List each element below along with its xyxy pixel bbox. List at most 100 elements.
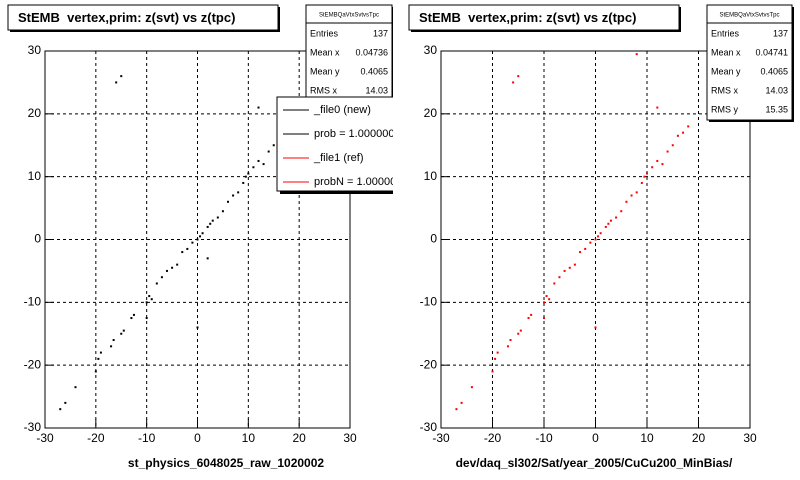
scatter-point bbox=[517, 332, 520, 335]
chart-title: StEMB vertex,prim: z(svt) vs z(tpc) bbox=[419, 10, 636, 25]
scatter-point bbox=[607, 222, 610, 225]
scatter-point bbox=[160, 276, 163, 279]
x-axis-label: st_physics_6048025_raw_1020002 bbox=[128, 456, 324, 470]
scatter-point bbox=[460, 401, 463, 404]
x-tick-label: -10 bbox=[138, 431, 156, 445]
scatter-point bbox=[237, 191, 240, 194]
stats-value: 137 bbox=[773, 28, 788, 38]
scatter-point bbox=[666, 150, 669, 153]
scatter-point bbox=[211, 219, 214, 222]
scatter-point bbox=[491, 370, 494, 373]
stats-value: 137 bbox=[373, 28, 388, 38]
scatter-point bbox=[97, 357, 100, 360]
scatter-point bbox=[656, 159, 659, 162]
scatter-point bbox=[59, 408, 62, 411]
x-tick-label: 30 bbox=[343, 431, 357, 445]
legend-box bbox=[276, 96, 393, 192]
stats-box bbox=[305, 4, 393, 99]
stats-value: 15.35 bbox=[765, 104, 788, 114]
y-tick-label: 10 bbox=[28, 169, 42, 183]
y-tick-label: -30 bbox=[420, 420, 438, 434]
stats-name: StEMBQaVtxSvtvsTpc bbox=[719, 13, 779, 19]
x-tick-label: -20 bbox=[484, 431, 502, 445]
scatter-point bbox=[132, 313, 135, 316]
scatter-point bbox=[630, 194, 633, 197]
scatter-point bbox=[186, 247, 189, 250]
scatter-point bbox=[509, 339, 512, 342]
scatter-point bbox=[247, 172, 250, 175]
x-tick-label: 30 bbox=[743, 431, 757, 445]
scatter-point bbox=[196, 326, 199, 329]
scatter-point bbox=[209, 222, 212, 225]
stats-label: Mean x bbox=[711, 47, 741, 57]
stats-value: 0.04736 bbox=[355, 47, 388, 57]
scatter-point bbox=[115, 81, 118, 84]
scatter-point bbox=[558, 276, 561, 279]
legend-label: _file1 (ref) bbox=[313, 152, 364, 164]
legend-label: prob = 1.000000 bbox=[314, 128, 394, 140]
x-tick-label: 10 bbox=[242, 431, 256, 445]
stats-value: 0.4065 bbox=[760, 66, 788, 76]
scatter-point bbox=[470, 386, 473, 389]
scatter-point bbox=[496, 351, 499, 354]
y-tick-label: 20 bbox=[28, 106, 42, 120]
scatter-point bbox=[615, 216, 618, 219]
stats-label: Mean y bbox=[310, 66, 340, 76]
x-tick-label: 0 bbox=[194, 431, 201, 445]
stats-label: Entries bbox=[711, 28, 740, 38]
scatter-point bbox=[594, 238, 597, 241]
scatter-point bbox=[122, 329, 125, 332]
stats-value: 14.03 bbox=[765, 85, 788, 95]
scatter-point bbox=[494, 357, 497, 360]
stats-label: Mean x bbox=[310, 47, 340, 57]
scatter-point bbox=[548, 298, 551, 301]
x-tick-label: -30 bbox=[432, 431, 450, 445]
scatter-point bbox=[589, 241, 592, 244]
scatter-point bbox=[530, 313, 533, 316]
scatter-point bbox=[150, 298, 153, 301]
scatter-point bbox=[196, 238, 199, 241]
scatter-point bbox=[130, 317, 133, 320]
scatter-point bbox=[594, 326, 597, 329]
stats-label: Mean y bbox=[711, 66, 741, 76]
scatter-point bbox=[609, 219, 612, 222]
legend-label: _file0 (new) bbox=[313, 104, 371, 116]
y-tick-label: -30 bbox=[24, 420, 42, 434]
legend-label: probN = 1.000000 bbox=[314, 176, 402, 188]
scatter-point bbox=[643, 175, 646, 178]
scatter-point bbox=[171, 266, 174, 269]
scatter-point bbox=[242, 181, 245, 184]
scatter-point bbox=[262, 163, 265, 166]
scatter-point bbox=[661, 163, 664, 166]
scatter-point bbox=[206, 257, 209, 260]
scatter-point bbox=[145, 301, 148, 304]
stats-label: RMS y bbox=[711, 104, 739, 114]
scatter-point bbox=[597, 235, 600, 238]
scatter-point bbox=[64, 401, 67, 404]
y-tick-label: -10 bbox=[420, 295, 438, 309]
scatter-point bbox=[687, 125, 690, 128]
scatter-point bbox=[257, 106, 260, 109]
y-tick-label: 0 bbox=[34, 232, 41, 246]
scatter-point bbox=[227, 200, 229, 203]
scatter-point bbox=[99, 351, 102, 354]
scatter-point bbox=[573, 263, 576, 266]
scatter-point bbox=[112, 339, 115, 342]
scatter-point bbox=[604, 225, 607, 228]
scatter-point bbox=[671, 144, 674, 147]
scatter-point bbox=[625, 200, 628, 203]
scatter-point bbox=[676, 134, 679, 137]
scatter-point bbox=[543, 317, 545, 320]
x-tick-label: 20 bbox=[292, 431, 306, 445]
y-tick-label: 30 bbox=[424, 43, 438, 57]
y-tick-label: -20 bbox=[24, 357, 42, 371]
scatter-point bbox=[646, 172, 648, 175]
scatter-point bbox=[221, 210, 224, 213]
scatter-point bbox=[563, 269, 566, 272]
scatter-point bbox=[512, 81, 515, 84]
scatter-point bbox=[272, 144, 275, 147]
y-tick-label: 10 bbox=[424, 169, 438, 183]
y-tick-label: 20 bbox=[424, 106, 438, 120]
scatter-point bbox=[517, 75, 520, 78]
stats-label: RMS x bbox=[310, 85, 338, 95]
